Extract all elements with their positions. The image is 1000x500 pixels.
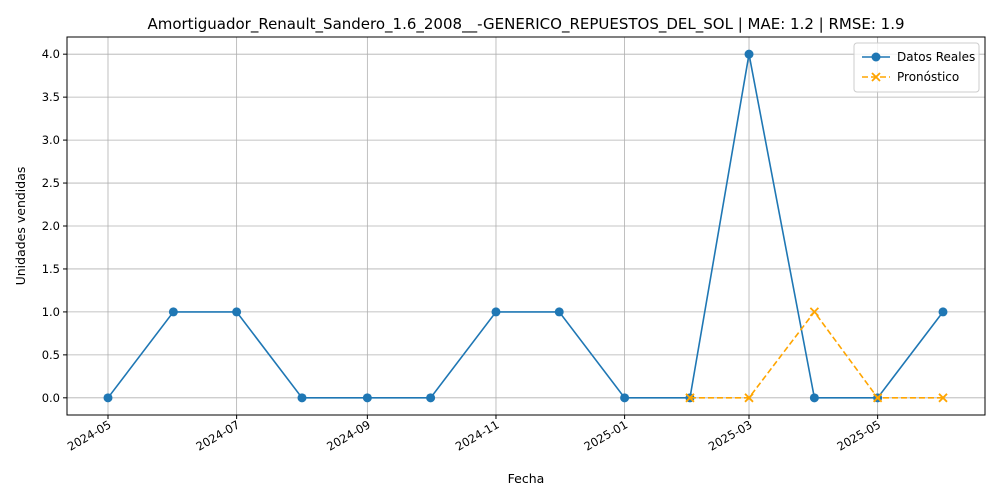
y-tick-label: 2.0 (42, 219, 60, 233)
data-point (872, 393, 883, 403)
legend-label: Pronóstico (897, 70, 959, 84)
x-tick-label: 2025-05 (835, 417, 884, 453)
x-tick-label: 2024-07 (194, 417, 243, 453)
data-point (871, 72, 881, 82)
x-axis-label: Fecha (508, 471, 545, 486)
y-tick-label: 0.0 (42, 391, 60, 405)
data-point (744, 393, 754, 403)
y-tick-label: 3.0 (42, 133, 60, 147)
data-point (871, 52, 881, 62)
series-line (107, 54, 944, 399)
y-tick-label: 2.5 (42, 176, 60, 190)
x-tick-label: 2024-11 (453, 417, 502, 453)
data-point (620, 393, 630, 403)
data-point (168, 307, 178, 317)
y-tick-label: 1.0 (42, 305, 60, 319)
data-point (426, 393, 436, 403)
x-tick-label: 2024-05 (65, 417, 114, 453)
y-tick-label: 0.5 (42, 348, 60, 362)
y-tick-label: 1.5 (42, 262, 60, 276)
data-point (938, 393, 948, 403)
data-point (744, 49, 754, 59)
x-tick-label: 2025-03 (706, 417, 755, 453)
data-point (491, 307, 501, 317)
x-tick-label: 2024-09 (324, 417, 373, 453)
data-point (362, 393, 372, 403)
grid (67, 37, 985, 415)
legend-label: Datos Reales (897, 50, 975, 64)
data-point (809, 393, 819, 403)
y-axis-label: Unidades vendidas (13, 167, 28, 286)
series-layer (103, 49, 948, 403)
y-tick-label: 3.5 (42, 90, 60, 104)
data-point (297, 393, 307, 403)
data-point (554, 307, 564, 317)
data-point (685, 393, 695, 403)
x-tick-label: 2025-01 (581, 417, 630, 453)
data-point (232, 307, 242, 317)
series-1 (685, 307, 948, 403)
y-tick-label: 4.0 (42, 47, 60, 61)
y-axis: 0.0 0.5 1.0 1.5 2.0 2.5 3.0 3.5 4.0 (42, 47, 67, 405)
legend: Datos Reales Pronóstico (853, 42, 980, 93)
data-point (103, 393, 113, 403)
legend-item: Datos Reales (862, 50, 975, 64)
chart-title: Amortiguador_Renault_Sandero_1.6_2008__-… (147, 15, 904, 34)
legend-box (853, 42, 980, 93)
data-point (809, 307, 820, 317)
legend-item: Pronóstico (862, 70, 959, 84)
x-axis: 2024-05 2024-07 2024-09 2024-11 2025-01 2025-… (65, 415, 883, 454)
data-point (938, 307, 948, 317)
